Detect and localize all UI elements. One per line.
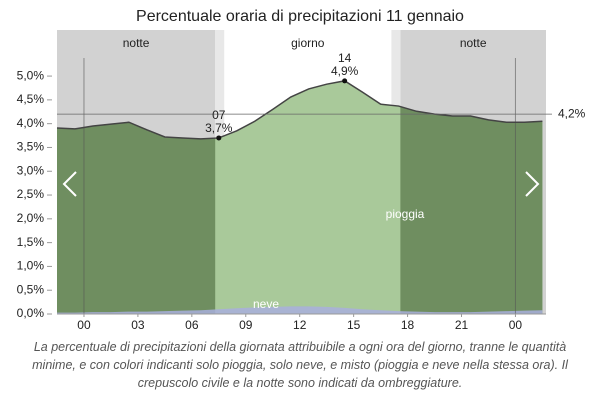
reference-label: 4,2% — [558, 106, 586, 120]
chart-title: Percentuale oraria di precipitazioni 11 … — [136, 8, 464, 25]
y-tick-label: 0,0% — [17, 306, 45, 320]
series-label: neve — [253, 297, 279, 311]
caption: La percentuale di precipitazioni della g… — [32, 340, 568, 390]
y-tick-label: 4,5% — [17, 92, 45, 106]
x-tick-label: 00 — [509, 318, 523, 332]
y-tick-label: 1,0% — [17, 259, 45, 273]
period-label: notte — [123, 36, 150, 50]
y-tick-label: 1,5% — [17, 235, 45, 249]
x-tick-label: 18 — [401, 318, 415, 332]
x-tick-label: 21 — [455, 318, 469, 332]
point-marker — [342, 78, 348, 84]
point-marker — [216, 135, 222, 141]
point-value-label: 4,9% — [331, 64, 359, 78]
x-tick-label: 03 — [131, 318, 145, 332]
y-tick-label: 5,0% — [17, 68, 45, 82]
x-tick-label: 00 — [77, 318, 91, 332]
prev-arrow[interactable] — [62, 171, 77, 197]
next-arrow[interactable] — [525, 171, 540, 197]
y-tick-label: 3,5% — [17, 140, 45, 154]
y-tick-label: 2,5% — [17, 187, 45, 201]
x-tick-label: 06 — [185, 318, 199, 332]
period-label: notte — [460, 36, 487, 50]
point-value-label: 3,7% — [205, 121, 233, 135]
period-label: giorno — [291, 36, 325, 50]
point-hour-label: 07 — [212, 108, 226, 122]
x-tick-label: 12 — [293, 318, 307, 332]
x-tick-label: 15 — [347, 318, 361, 332]
y-tick-label: 2,0% — [17, 211, 45, 225]
y-tick-label: 0,5% — [17, 282, 45, 296]
point-hour-label: 14 — [338, 51, 352, 65]
y-tick-label: 4,0% — [17, 116, 45, 130]
series-label: pioggia — [386, 207, 425, 221]
x-tick-label: 09 — [239, 318, 253, 332]
chart: Percentuale oraria di precipitazioni 11 … — [17, 8, 586, 332]
y-tick-label: 3,0% — [17, 163, 45, 177]
snow-area — [57, 306, 543, 314]
total-line — [56, 80, 543, 140]
